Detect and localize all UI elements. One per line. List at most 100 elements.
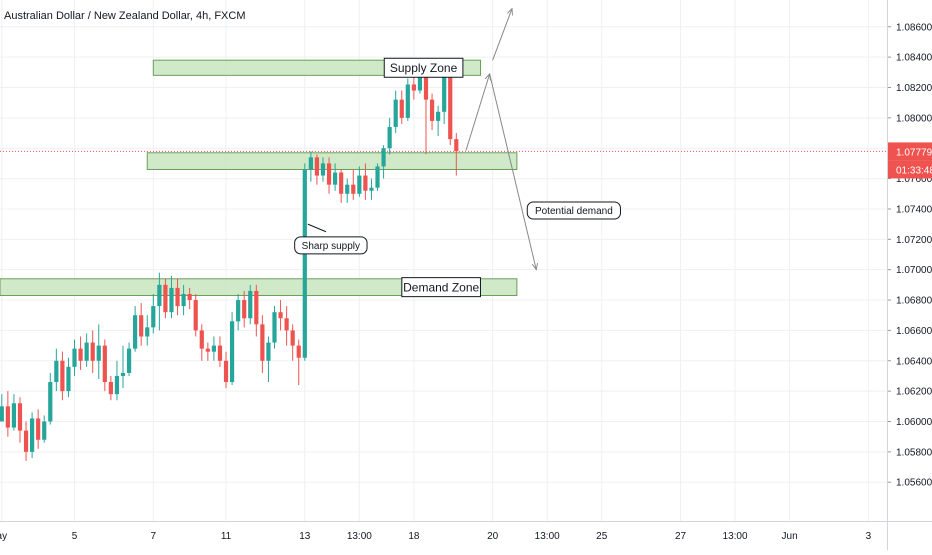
candle: [442, 72, 447, 112]
candle: [320, 163, 326, 176]
candle: [369, 187, 374, 191]
candle: [90, 342, 95, 361]
y-tick-label: 1.05800: [896, 447, 932, 458]
candle: [296, 345, 301, 358]
candle: [30, 418, 35, 452]
candle: [284, 318, 289, 331]
y-tick-label: 1.07400: [896, 204, 932, 215]
candle: [84, 342, 89, 361]
candle: [114, 375, 120, 395]
zone-2: [0, 278, 518, 296]
candle: [254, 290, 259, 325]
candle: [5, 406, 10, 428]
candle: [223, 360, 229, 383]
callout-pointer-0: [307, 223, 327, 233]
x-tick-label: 18: [408, 531, 420, 542]
candle: [399, 99, 404, 118]
candle: [417, 72, 423, 91]
zone-label-0: Supply Zone: [390, 61, 458, 75]
y-tick-label: 1.06400: [896, 356, 932, 367]
candle: [120, 372, 126, 376]
candle: [133, 315, 138, 349]
candle: [11, 403, 17, 428]
candle: [411, 84, 416, 91]
candle: [163, 284, 168, 313]
candle: [248, 290, 253, 319]
y-tick-label: 1.07000: [896, 265, 932, 276]
candle: [236, 300, 241, 322]
candle: [193, 300, 198, 331]
x-tick-label: 13: [299, 531, 311, 542]
y-tick-label: 1.06200: [896, 387, 932, 398]
candle: [302, 169, 307, 358]
candle: [436, 111, 441, 121]
candle: [139, 315, 144, 337]
x-tick-label: 11: [221, 531, 232, 542]
y-tick-label: 1.08000: [896, 113, 932, 124]
y-tick-label: 1.07200: [896, 235, 932, 246]
candle: [126, 348, 132, 373]
candle: [205, 348, 210, 352]
candle: [145, 327, 150, 337]
x-tick-label: 7: [151, 531, 157, 542]
y-tick-label: 1.08400: [896, 53, 932, 64]
x-tick-label: 13:00: [347, 531, 372, 542]
candle: [308, 157, 313, 170]
y-tick-label: 1.08600: [896, 22, 932, 33]
candle: [96, 345, 101, 361]
y-tick-label: 1.05600: [896, 478, 932, 489]
candle: [423, 72, 429, 100]
y-tick-label: 1.06800: [896, 296, 932, 307]
candle: [66, 366, 71, 392]
zone-label-0-box: [383, 57, 464, 78]
projection-arrow-down: [489, 73, 537, 270]
candle: [290, 330, 295, 346]
annotation-potential-demand: Potential demand: [535, 206, 613, 217]
x-tick-label: 3: [866, 531, 872, 542]
candle: [175, 287, 180, 307]
annotation-sharp-supply-box: [294, 236, 368, 255]
candle: [387, 126, 392, 149]
candle: [151, 306, 156, 328]
candle: [187, 293, 192, 301]
x-tick-label: Jun: [782, 531, 798, 542]
candle: [17, 403, 23, 431]
candle: [345, 184, 350, 194]
zone-label-2-box: [401, 277, 481, 298]
candle: [272, 312, 277, 343]
candle: [48, 382, 53, 422]
candle: [278, 312, 283, 319]
candle: [199, 330, 204, 349]
countdown-label: 01:33:48: [896, 165, 932, 176]
annotation-sharp-supply: Sharp supply: [302, 241, 360, 252]
x-tick-label: 25: [596, 531, 608, 542]
chart-title: Australian Dollar / New Zealand Dollar, …: [4, 10, 246, 22]
y-tick-label: 1.07600: [896, 174, 932, 185]
candle: [0, 406, 4, 422]
candle: [42, 421, 47, 440]
candle: [333, 172, 338, 185]
last-price-label: 1.07779: [896, 147, 932, 158]
candle: [314, 157, 320, 176]
candle: [448, 72, 453, 140]
annotation-potential-demand-box: [526, 201, 621, 220]
x-tick-label: 20: [487, 531, 499, 542]
y-tick-label: 1.06000: [896, 417, 932, 428]
candle: [260, 324, 265, 361]
candle: [375, 166, 380, 188]
last-price-tag: [888, 142, 932, 161]
zone-label-2: Demand Zone: [403, 280, 479, 294]
candle: [108, 382, 113, 395]
candle: [23, 430, 29, 452]
candle: [357, 175, 362, 194]
candle: [181, 293, 186, 307]
projection-arrow-breakout: [492, 9, 512, 61]
candle: [266, 342, 271, 361]
x-tick-label: 5: [72, 531, 78, 542]
x-tick-label: 13:00: [723, 531, 748, 542]
candle: [454, 139, 459, 152]
candle: [393, 99, 398, 127]
candle: [54, 360, 59, 383]
